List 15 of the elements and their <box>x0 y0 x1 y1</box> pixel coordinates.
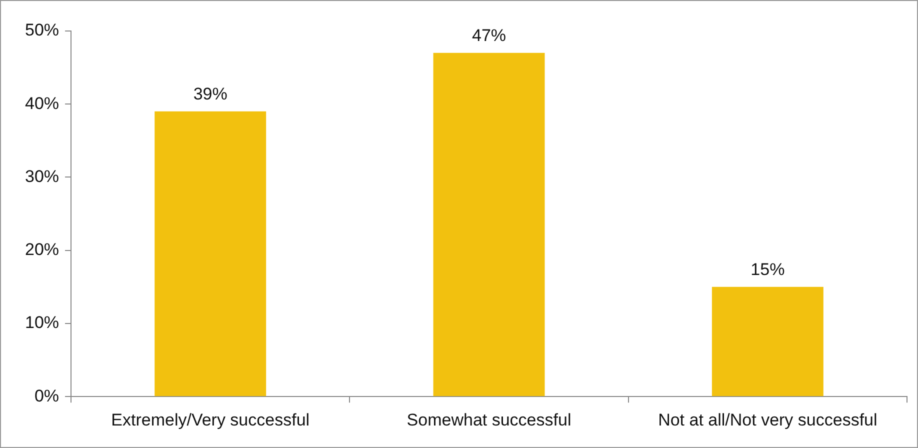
y-tick-label: 40% <box>24 94 60 113</box>
bar <box>433 52 545 396</box>
data-label: 47% <box>472 26 506 46</box>
x-tick-label: Extremely/Very successful <box>111 410 310 430</box>
x-tick-label: Not at all/Not very successful <box>658 410 878 430</box>
data-label: 39% <box>193 84 228 104</box>
x-tick-label: Somewhat successful <box>406 410 572 430</box>
y-tick-label: 30% <box>24 166 60 186</box>
y-tick-label: 20% <box>24 240 60 260</box>
y-tick-label: 50% <box>24 20 60 40</box>
bar <box>712 286 824 396</box>
y-tick-label: 10% <box>24 313 60 332</box>
y-tick-label: 0% <box>34 386 60 406</box>
data-label: 15% <box>750 260 785 280</box>
bar <box>154 111 266 396</box>
